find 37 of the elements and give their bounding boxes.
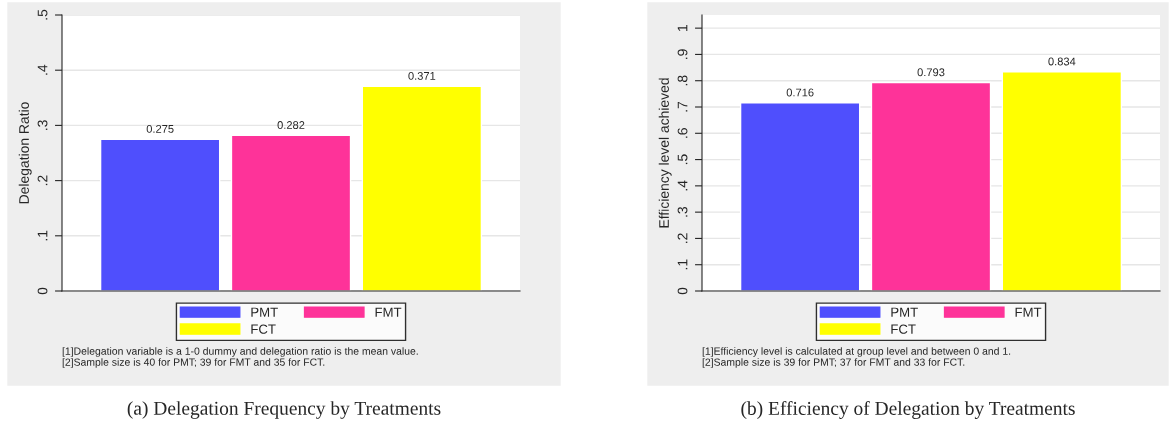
y-tick-label: .1 (37, 230, 48, 241)
y-tick-label: .5 (677, 154, 688, 165)
y-tick-label: .4 (677, 180, 688, 191)
data-label: 0.282 (277, 121, 305, 129)
y-tick-label: .6 (677, 128, 688, 138)
y-tick-label: .7 (677, 101, 688, 112)
data-label: 0.275 (146, 124, 174, 133)
y-tick-label: .8 (677, 75, 688, 86)
legend-label: PMT (251, 307, 278, 317)
y-tick-label: .1 (677, 259, 688, 270)
text: [2]Sample size is 40 for PMT; 39 for FMT and 35 for FCT. (62, 358, 325, 368)
text: (b) Efficiency of Delegation by Treatments (741, 401, 1075, 419)
y-tick-label: .4 (37, 64, 48, 75)
legend-label: FCT (891, 324, 916, 334)
legend-label: FMT (1015, 307, 1042, 317)
y-tick-label: .3 (37, 120, 48, 130)
text: [1]Delegation variable is a 1-0 dummy and delegation ratio is the mean value. (62, 347, 418, 357)
legend-label: FCT (251, 324, 276, 334)
y-tick-label: .5 (37, 9, 48, 20)
y-tick-label: 0 (677, 287, 688, 295)
legend-label: FMT (375, 307, 402, 317)
data-label: 0.793 (917, 68, 945, 77)
data-label: 0.716 (786, 88, 814, 97)
text: (a) Delegation Frequency by Treatments (127, 401, 441, 419)
text: [1]Efficiency level is calculated at group level and between 0 and 1. (702, 347, 1011, 357)
y-tick-label: 1 (677, 24, 688, 31)
y-axis-title: Efficiency level achieved (658, 78, 672, 228)
y-tick-label: .2 (37, 175, 48, 186)
data-label: 0.371 (408, 71, 436, 80)
y-tick-label: .9 (677, 49, 688, 59)
y-tick-label: .3 (677, 206, 688, 217)
data-label: 0.834 (1048, 57, 1076, 66)
y-tick-label: .2 (677, 233, 688, 243)
y-tick-label: 0 (37, 287, 48, 295)
y-axis-title: Delegation Ratio (18, 102, 32, 204)
text: [2]Sample size is 39 for PMT; 37 for FMT and 33 for FCT. (702, 358, 965, 368)
legend-label: PMT (891, 307, 918, 317)
